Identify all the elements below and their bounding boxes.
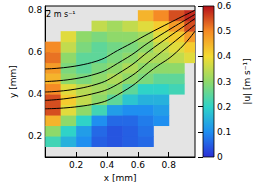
svg-text:0.8: 0.8 (28, 5, 43, 15)
svg-text:0.6: 0.6 (28, 47, 43, 57)
svg-text:0.4: 0.4 (100, 160, 115, 170)
svg-text:0.1: 0.1 (217, 127, 231, 137)
svg-text:0.3: 0.3 (217, 77, 231, 87)
svg-text:0.2: 0.2 (69, 160, 83, 170)
svg-text:0.6: 0.6 (217, 1, 232, 11)
svg-text:0.5: 0.5 (217, 26, 231, 36)
svg-text:0.8: 0.8 (162, 160, 177, 170)
svg-text:2 m s⁻¹: 2 m s⁻¹ (46, 10, 76, 19)
svg-text:0.4: 0.4 (28, 89, 43, 99)
svg-text:0.6: 0.6 (131, 160, 146, 170)
svg-text:0: 0 (217, 152, 223, 162)
svg-text:|u| [m s⁻¹]: |u| [m s⁻¹] (242, 58, 252, 104)
svg-text:0.2: 0.2 (28, 131, 42, 141)
svg-text:0.4: 0.4 (217, 51, 232, 61)
svg-text:0.2: 0.2 (217, 102, 231, 112)
svg-text:x [mm]: x [mm] (104, 173, 137, 183)
svg-text:y [mm]: y [mm] (8, 65, 18, 98)
